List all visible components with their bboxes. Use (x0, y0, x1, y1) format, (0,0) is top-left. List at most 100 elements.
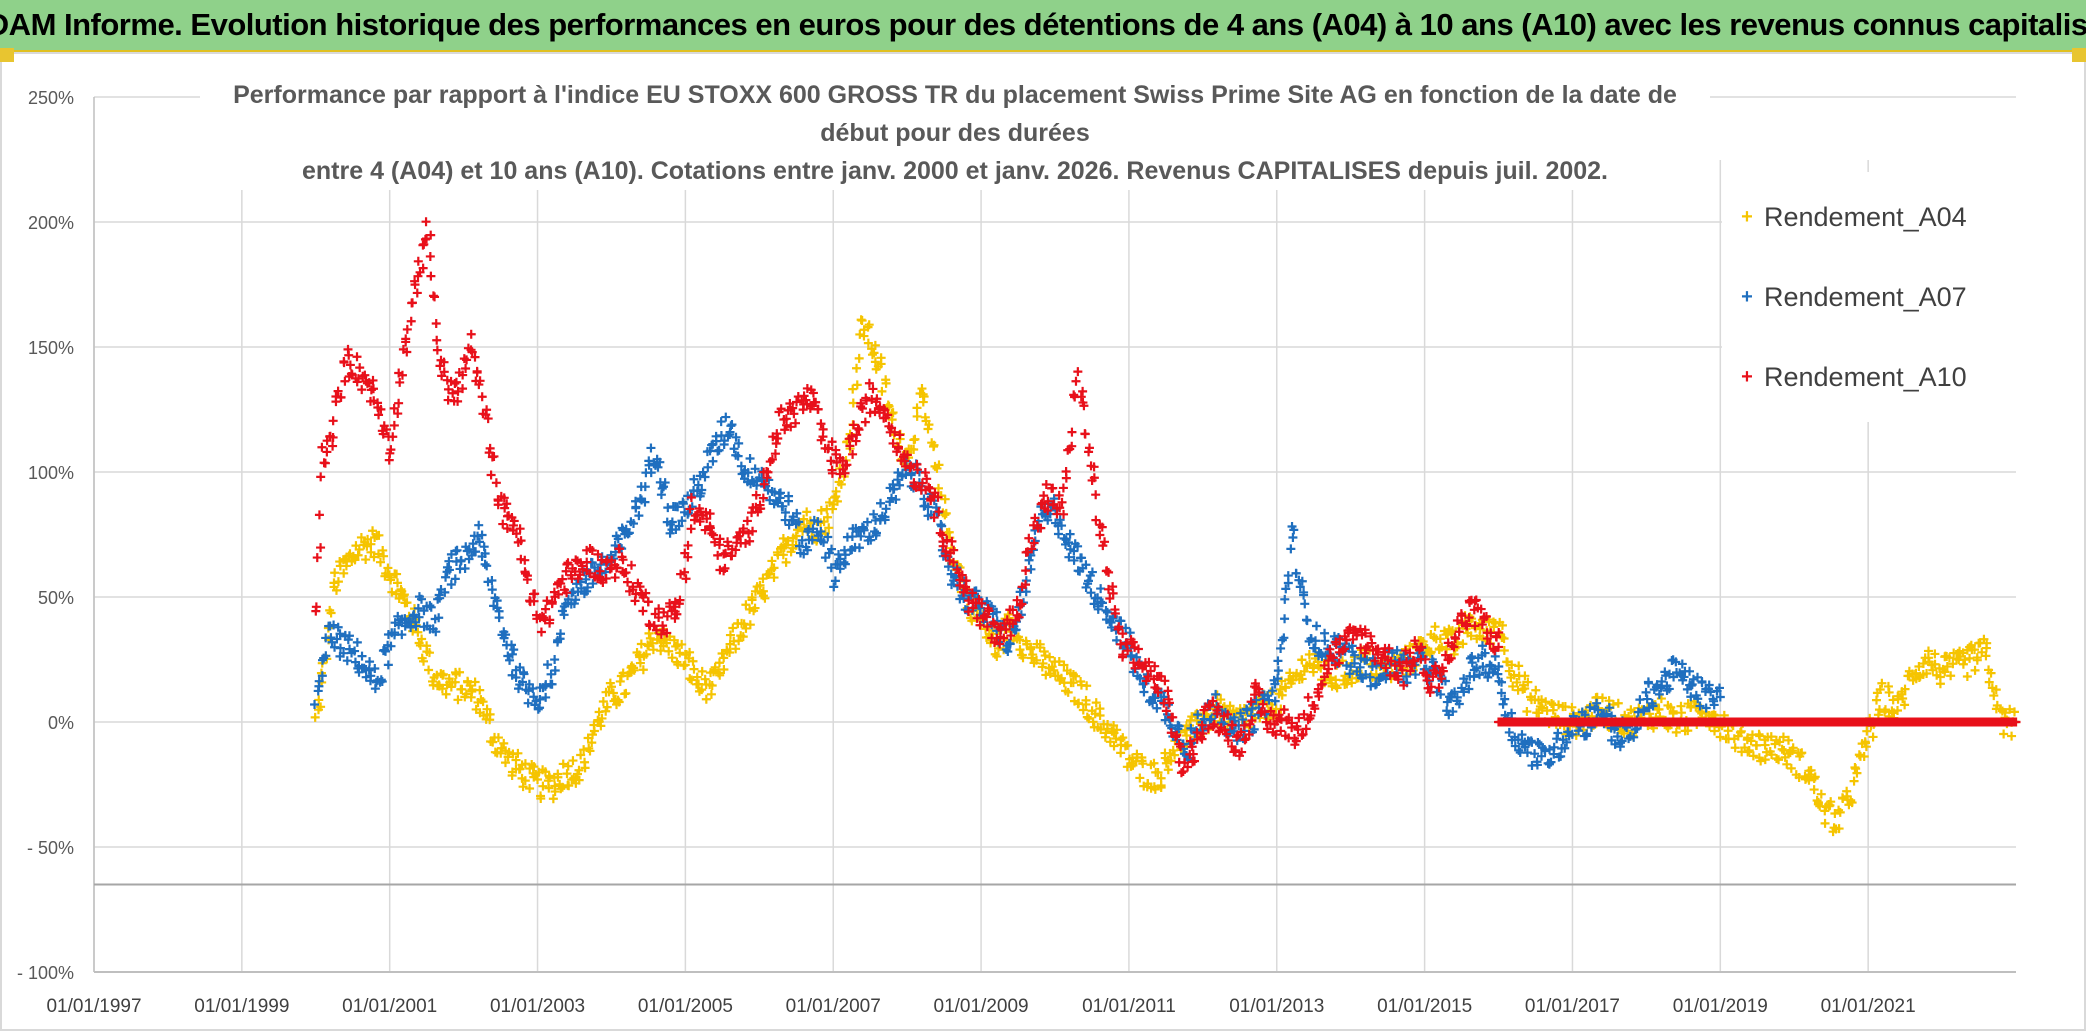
data-point-rendement-a10 (401, 334, 411, 344)
data-point-rendement-a10 (1229, 747, 1239, 757)
data-point-rendement-a10 (982, 612, 992, 622)
data-point-rendement-a07 (876, 498, 886, 508)
data-point-rendement-a10 (781, 414, 791, 424)
data-point-rendement-a10 (827, 437, 837, 447)
data-point-rendement-a04 (558, 759, 568, 769)
data-point-rendement-a10 (977, 598, 987, 608)
data-point-rendement-a10 (686, 524, 696, 534)
data-point-rendement-a10 (1223, 709, 1233, 719)
data-point-rendement-a10 (865, 408, 875, 418)
data-point-rendement-a07 (1513, 735, 1523, 745)
data-point-rendement-a07 (1478, 662, 1488, 672)
data-point-rendement-a10 (1176, 742, 1186, 752)
data-point-rendement-a04 (669, 635, 679, 645)
data-point-rendement-a10 (949, 545, 959, 555)
data-point-rendement-a07 (1562, 737, 1572, 747)
data-point-rendement-a10 (475, 376, 485, 386)
data-point-rendement-a10 (755, 500, 765, 510)
data-point-rendement-a04 (1466, 631, 1476, 641)
data-point-rendement-a10 (1089, 473, 1099, 483)
data-point-rendement-a10 (786, 422, 796, 432)
data-point-rendement-a10 (879, 404, 889, 414)
data-point-rendement-a07 (733, 451, 743, 461)
data-point-rendement-a07 (750, 464, 760, 474)
data-point-rendement-a10 (516, 536, 526, 546)
data-point-rendement-a10 (872, 394, 882, 404)
data-point-rendement-a10 (1477, 620, 1487, 630)
data-point-rendement-a04 (1676, 708, 1686, 718)
data-point-rendement-a04 (1437, 642, 1447, 652)
data-point-rendement-a07 (394, 620, 404, 630)
data-point-rendement-a04 (1893, 705, 1902, 715)
data-point-rendement-a07 (1291, 568, 1301, 578)
data-point-rendement-a10 (562, 588, 572, 598)
data-point-rendement-a10 (426, 271, 436, 281)
data-point-rendement-a10 (407, 298, 417, 308)
legend-item-a04[interactable]: + Rendement_A04 (1740, 202, 1967, 233)
data-point-rendement-a04 (1182, 730, 1192, 740)
data-point-rendement-a10 (1220, 725, 1230, 735)
data-point-rendement-a04 (330, 568, 340, 578)
data-point-rendement-a04 (725, 630, 735, 640)
data-point-rendement-a10 (1305, 713, 1315, 723)
data-point-rendement-a07 (317, 671, 327, 681)
data-point-rendement-a10 (1271, 730, 1281, 740)
data-point-rendement-a07 (820, 553, 830, 563)
data-point-rendement-a10 (929, 513, 939, 523)
data-point-rendement-a10 (1178, 766, 1188, 776)
x-tick-label: 01/01/2003 (490, 996, 585, 1017)
legend-item-a07[interactable]: + Rendement_A07 (1740, 282, 1967, 313)
data-point-rendement-a04 (1970, 645, 1980, 655)
data-point-rendement-a04 (1804, 775, 1814, 785)
data-point-rendement-a10 (333, 386, 343, 396)
data-point-rendement-a04 (745, 620, 755, 630)
data-point-rendement-a10 (1185, 736, 1195, 746)
data-point-rendement-a07 (1024, 555, 1034, 565)
data-point-rendement-a07 (1480, 648, 1490, 658)
data-point-rendement-a10 (1183, 762, 1193, 772)
data-point-rendement-a10 (1328, 653, 1338, 663)
data-point-rendement-a10 (1166, 728, 1176, 738)
data-point-rendement-a07 (1160, 715, 1170, 725)
data-point-rendement-a10 (453, 396, 463, 406)
data-point-rendement-a04 (602, 702, 612, 712)
data-point-rendement-a10 (395, 377, 405, 387)
data-point-rendement-a04 (1984, 677, 1994, 687)
data-point-rendement-a10 (1276, 726, 1286, 736)
y-tick-label: - 50% (27, 838, 74, 858)
data-point-rendement-a04 (1820, 818, 1830, 828)
data-point-rendement-a10 (675, 595, 685, 605)
data-point-rendement-a10 (1108, 588, 1118, 598)
data-point-rendement-a10 (1258, 699, 1268, 709)
data-point-rendement-a04 (1597, 693, 1607, 703)
data-point-rendement-a04 (438, 669, 448, 679)
data-point-rendement-a04 (725, 648, 735, 658)
legend-item-a10[interactable]: + Rendement_A10 (1740, 362, 1967, 393)
data-point-rendement-a10 (1485, 639, 1495, 649)
data-point-rendement-a04 (493, 733, 503, 743)
data-point-rendement-a10 (470, 352, 480, 362)
data-point-rendement-a10 (357, 385, 367, 395)
data-point-rendement-a10 (1078, 386, 1088, 396)
data-point-rendement-a07 (1242, 705, 1252, 715)
data-point-rendement-a10 (1114, 622, 1124, 632)
data-point-rendement-a04 (374, 530, 384, 540)
data-point-rendement-a04 (513, 748, 523, 758)
x-tick-label: 01/01/2013 (1229, 996, 1324, 1017)
data-point-rendement-a07 (441, 572, 451, 582)
data-point-rendement-a07 (1601, 709, 1611, 719)
chart-title-line1: Performance par rapport à l'indice EU ST… (233, 81, 1677, 147)
data-point-rendement-a10 (394, 398, 404, 408)
x-tick-label: 01/01/2007 (786, 996, 881, 1017)
data-point-rendement-a07 (1686, 692, 1696, 702)
data-point-rendement-a04 (1156, 773, 1166, 783)
data-point-rendement-a04 (333, 577, 343, 587)
data-point-rendement-a10 (360, 370, 370, 380)
data-point-rendement-a10 (816, 419, 826, 429)
data-point-rendement-a10 (448, 388, 458, 398)
data-point-rendement-a10 (938, 541, 948, 551)
data-point-rendement-a10 (1486, 628, 1496, 638)
data-point-rendement-a07 (446, 580, 456, 590)
data-point-rendement-a07 (1546, 757, 1556, 767)
data-point-rendement-a07 (881, 504, 891, 514)
